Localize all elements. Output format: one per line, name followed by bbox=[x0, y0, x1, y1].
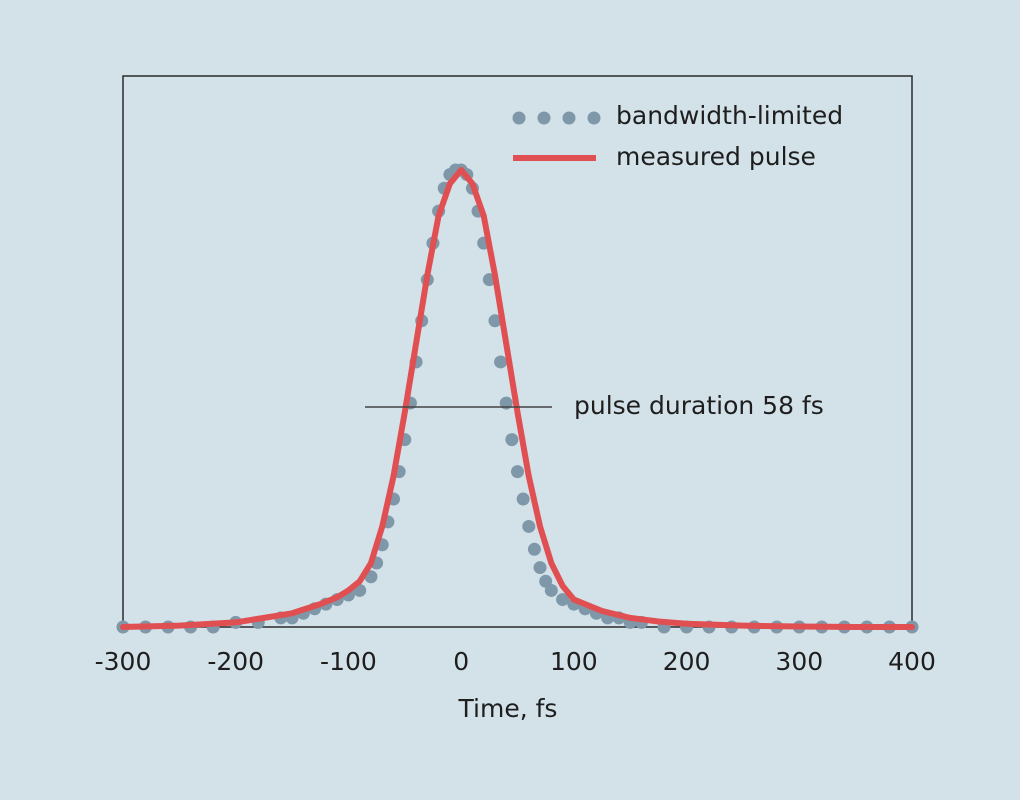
annotation-group: pulse duration 58 fs bbox=[365, 391, 824, 420]
legend-bandwidth-limited-swatch bbox=[562, 111, 576, 125]
plot-frame bbox=[122, 75, 913, 628]
bandwidth-limited-point bbox=[505, 433, 519, 447]
x-tick-label: -100 bbox=[320, 647, 377, 676]
bandwidth-limited-point bbox=[516, 492, 530, 506]
legend-bandwidth-limited-label: bandwidth-limited bbox=[616, 101, 843, 130]
legend: bandwidth-limited measured pulse bbox=[512, 101, 843, 171]
x-axis-title: Time, fs bbox=[458, 694, 558, 723]
x-tick-label: 200 bbox=[663, 647, 711, 676]
legend-bandwidth-limited-swatch bbox=[537, 111, 551, 125]
bandwidth-limited-point bbox=[522, 519, 536, 533]
legend-bandwidth-limited-swatch bbox=[512, 111, 526, 125]
fwhm-annotation-text: pulse duration 58 fs bbox=[574, 391, 824, 420]
bandwidth-limited-point bbox=[488, 314, 502, 328]
x-tick-label: 100 bbox=[550, 647, 598, 676]
x-tick-labels: -300 -200 -100 0 100 200 300 400 bbox=[95, 647, 936, 676]
legend-bandwidth-limited-swatch bbox=[587, 111, 601, 125]
x-tick-label: 300 bbox=[775, 647, 823, 676]
x-tick-label: -200 bbox=[207, 647, 264, 676]
measured-pulse-line bbox=[120, 167, 915, 630]
x-tick-label: -300 bbox=[95, 647, 152, 676]
x-tick-label: 400 bbox=[888, 647, 936, 676]
legend-measured-pulse-label: measured pulse bbox=[616, 142, 816, 171]
x-tick-label: 0 bbox=[453, 647, 469, 676]
bandwidth-limited-point bbox=[494, 355, 508, 369]
bandwidth-limited-point bbox=[533, 561, 547, 575]
measured-pulse-series bbox=[120, 167, 915, 630]
bandwidth-limited-point bbox=[527, 542, 541, 556]
bandwidth-limited-point bbox=[511, 465, 524, 479]
bandwidth-limited-point bbox=[544, 583, 558, 597]
bandwidth-limited-point bbox=[556, 593, 570, 607]
